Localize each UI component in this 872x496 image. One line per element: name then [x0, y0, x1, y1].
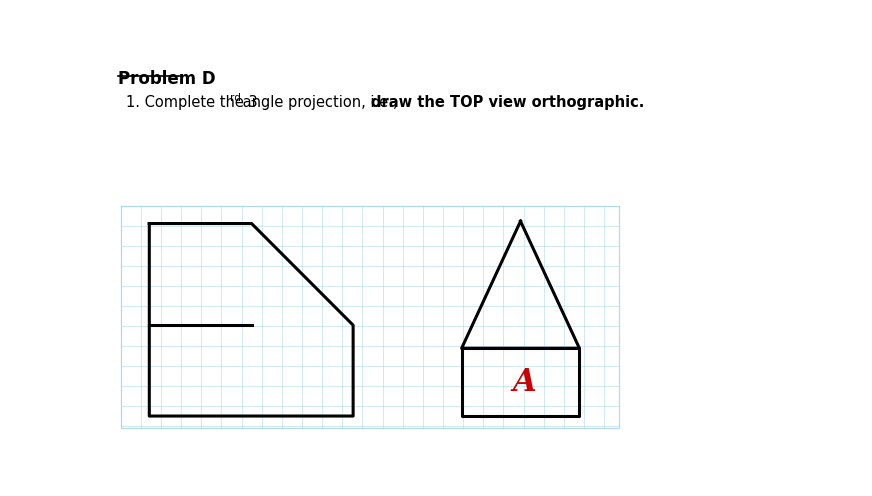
Text: rd: rd — [230, 93, 241, 103]
Text: angle projection, i.e.,: angle projection, i.e., — [238, 95, 403, 110]
Text: 1. Complete the 3: 1. Complete the 3 — [126, 95, 257, 110]
Text: A: A — [513, 367, 536, 398]
Text: draw the TOP view orthographic.: draw the TOP view orthographic. — [371, 95, 644, 110]
Text: Problem D: Problem D — [119, 70, 216, 88]
